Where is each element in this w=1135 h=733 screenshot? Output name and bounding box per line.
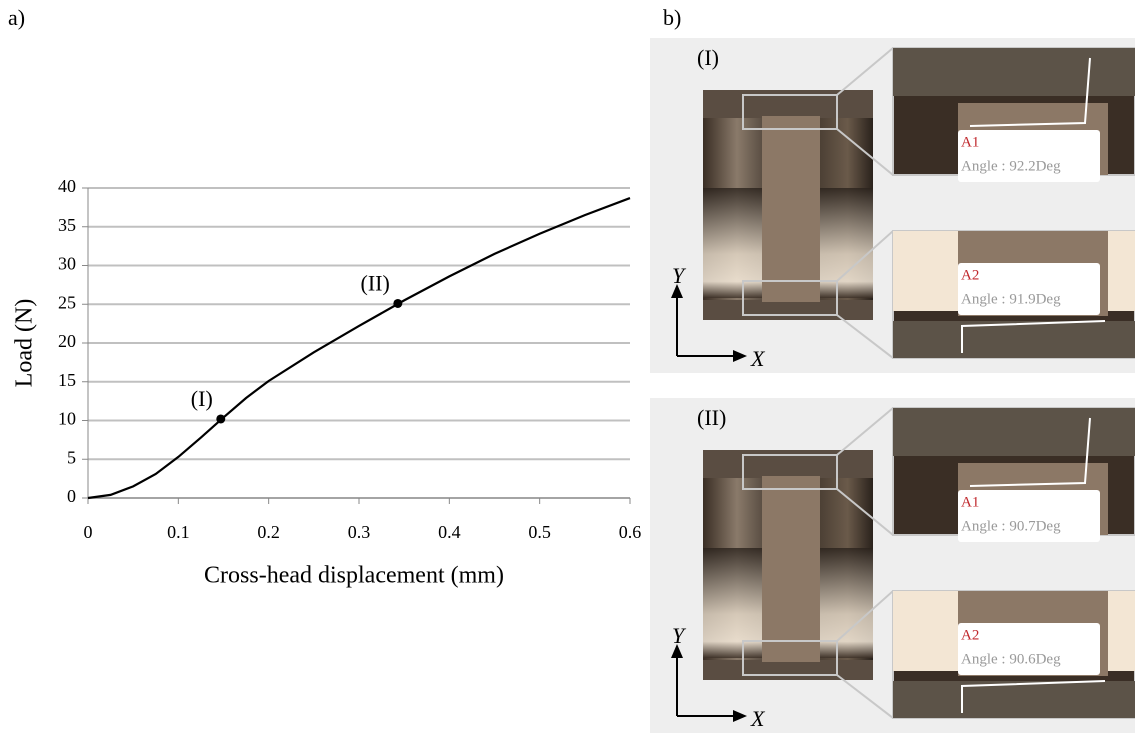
y-tick-label: 20 [58, 331, 76, 351]
y-tick-label: 30 [58, 254, 76, 274]
axis-label: X [750, 706, 766, 731]
connector [836, 407, 894, 456]
specimen [762, 476, 820, 662]
marker [393, 298, 403, 308]
marker-label: (I) [191, 386, 213, 411]
selection-box [742, 640, 838, 676]
y-tick-label: 5 [67, 447, 76, 467]
connector [836, 128, 894, 176]
zoom-grip [893, 408, 1135, 456]
x-tick-label: 0.5 [528, 522, 551, 542]
angle-mark [969, 57, 1091, 127]
state-label: (II) [697, 405, 726, 430]
y-axis-label: Load (N) [12, 299, 38, 388]
data-line [87, 197, 631, 500]
x-tick-label: 0.6 [619, 522, 642, 542]
specimen [762, 116, 820, 302]
grip-bottom [703, 300, 873, 320]
y-tick-label: 25 [58, 292, 76, 312]
axis-label: X [750, 346, 766, 371]
selection-box [742, 280, 838, 316]
x-tick-label: 0.2 [257, 522, 280, 542]
y-tick-label: 35 [58, 215, 76, 235]
measure-angle: Angle : 91.9Deg [961, 291, 1061, 307]
zoom-grip [893, 681, 1135, 718]
connector [836, 488, 894, 536]
y-tick-label: 0 [67, 486, 76, 506]
axis-label: Y [672, 263, 687, 288]
marker [216, 414, 226, 424]
measure-box [958, 130, 1100, 182]
arrow-head [671, 284, 683, 298]
measure-name: A2 [961, 627, 979, 643]
connector [836, 314, 894, 359]
zoom-grip [893, 321, 1135, 358]
measure-name: A1 [961, 134, 979, 150]
state-label: (I) [697, 45, 719, 70]
angle-mark [961, 680, 1106, 713]
connector [836, 47, 894, 96]
arrow-head [733, 350, 747, 362]
axis-label: Y [672, 623, 687, 648]
connector [836, 230, 894, 282]
marker-label: (II) [361, 271, 390, 296]
measure-name: A2 [961, 267, 979, 283]
measure-angle: Angle : 92.2Deg [961, 158, 1061, 174]
measure-angle: Angle : 90.7Deg [961, 518, 1061, 534]
y-tick-label: 10 [58, 409, 76, 429]
angle-mark [961, 320, 1106, 353]
measure-angle: Angle : 90.6Deg [961, 651, 1061, 667]
x-tick-label: 0.3 [348, 522, 371, 542]
measure-box [958, 490, 1100, 542]
arrow-head [671, 644, 683, 658]
zoom-grip [893, 48, 1135, 96]
y-tick-label: 40 [58, 176, 76, 196]
angle-mark [969, 417, 1091, 487]
connector [836, 590, 894, 642]
x-axis-label: Cross-head displacement (mm) [204, 563, 504, 589]
measure-box [958, 263, 1100, 315]
grip-bottom [703, 660, 873, 680]
x-tick-label: 0.4 [438, 522, 461, 542]
measure-name: A1 [961, 494, 979, 510]
arrow-head [733, 710, 747, 722]
y-tick-label: 15 [58, 370, 76, 390]
x-tick-label: 0.1 [167, 522, 190, 542]
x-tick-label: 0 [84, 522, 93, 542]
selection-box [742, 454, 838, 490]
panel-label: b) [663, 5, 681, 30]
measure-box [958, 623, 1100, 675]
panel-label: a) [8, 5, 25, 30]
selection-box [742, 94, 838, 130]
connector [836, 674, 894, 719]
